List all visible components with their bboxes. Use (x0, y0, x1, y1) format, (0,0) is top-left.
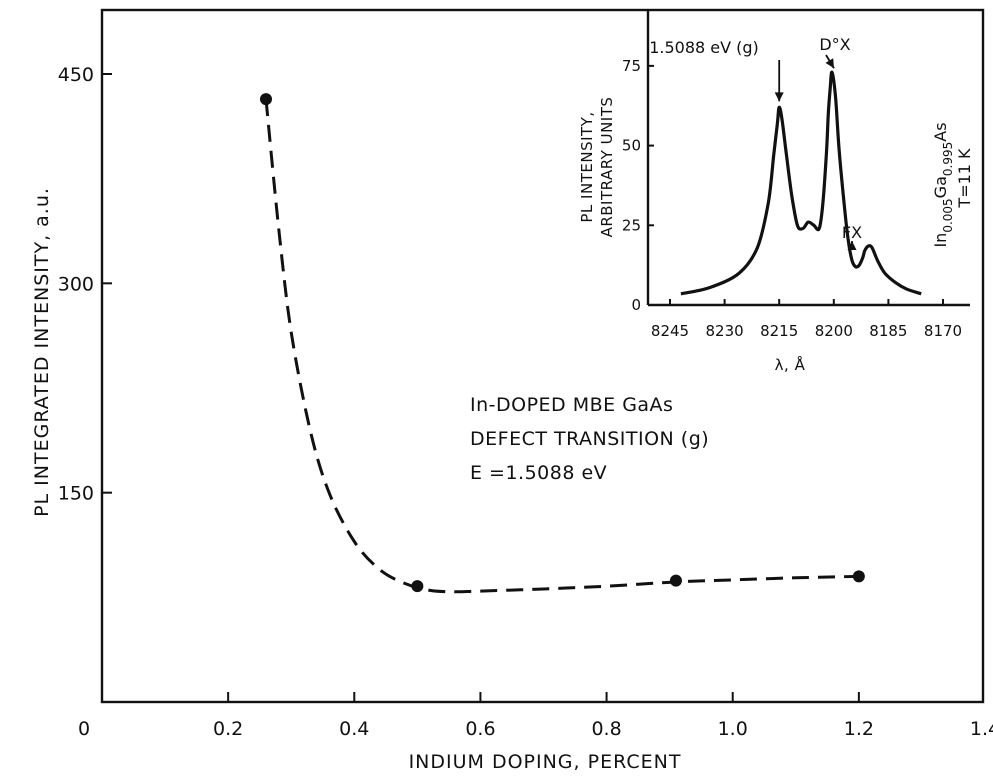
inset-y-tick-label: 50 (622, 137, 641, 155)
main-y-tick-label: 450 (58, 64, 94, 86)
composition-ga-sub: 0.995 (941, 142, 955, 176)
main-axes (100, 8, 985, 704)
inset-x-tick-label: 8170 (924, 322, 962, 340)
inset-x-tick-label: 8230 (706, 322, 744, 340)
inset-ticks: 8245 8230 8215 8200 8185 8170 0 25 50 75 (622, 57, 962, 340)
inset-y-tick-label: 0 (631, 296, 641, 314)
inset-peak-annotations: 1.5088 eV (g) D°X FX (649, 35, 862, 251)
inset-x-tick-label: 8245 (651, 322, 689, 340)
composition-in: In (931, 233, 950, 248)
main-x-axis-label: INDIUM DOPING, PERCENT (409, 751, 682, 773)
composition-as: As (931, 122, 950, 141)
main-x-tick-label: 0.4 (339, 718, 369, 740)
peak-label-dox: D°X (819, 35, 850, 54)
inset-y-tick-label: 25 (622, 216, 641, 234)
inset-y-tick-label: 75 (622, 57, 641, 75)
peak-label-fx: FX (842, 223, 862, 242)
main-chart: 0 0.2 0.4 0.6 0.8 1.0 1.2 1.4 150 300 450 INDIUM D… (31, 8, 993, 773)
main-plot-frame (100, 8, 985, 704)
annotation-sample: In-DOPED MBE GaAs (470, 394, 673, 416)
main-y-tick-label: 300 (58, 273, 94, 295)
inset-composition-label: In0.005Ga0.995As (931, 122, 955, 247)
main-y-tick-label: 150 (58, 483, 94, 505)
inset-y-axis-label-line2: ARBITRARY UNITS (598, 97, 616, 238)
main-x-tick-label: 0 (78, 718, 90, 740)
peak-arrow-dox-head (825, 58, 834, 69)
main-ticks: 0 0.2 0.4 0.6 0.8 1.0 1.2 1.4 150 300 450 (58, 64, 993, 740)
inset-chart: 8245 8230 8215 8200 8185 8170 0 25 50 75 1.5088 e… (578, 10, 974, 374)
main-x-tick-label: 1.4 (970, 718, 993, 740)
composition-ga: Ga (931, 176, 950, 198)
main-x-tick-label: 0.8 (591, 718, 621, 740)
main-x-tick-label: 0.6 (465, 718, 495, 740)
inset-x-tick-label: 8185 (869, 322, 907, 340)
main-data-point (259, 93, 272, 106)
main-data-point (411, 580, 424, 593)
main-dashed-curve (264, 98, 859, 594)
inset-x-tick-label: 8215 (760, 322, 798, 340)
peak-arrow-fx-head (847, 241, 857, 251)
inset-temperature-label: T=11 K (955, 148, 974, 209)
peak-label-g: 1.5088 eV (g) (649, 38, 759, 57)
inset-x-tick-label: 8200 (815, 322, 853, 340)
main-x-tick-label: 1.0 (718, 718, 748, 740)
main-x-tick-label: 0.2 (213, 718, 243, 740)
peak-arrow-g-head (774, 92, 784, 102)
main-data-point (852, 570, 865, 583)
main-y-axis-label: PL INTEGRATED INTENSITY, a.u. (31, 187, 53, 517)
annotation-transition: DEFECT TRANSITION (g) (470, 428, 709, 450)
composition-in-sub: 0.005 (941, 198, 955, 232)
inset-x-axis-label: λ, Å (775, 355, 806, 374)
main-data-points (259, 93, 865, 593)
annotation-energy: E =1.5088 eV (470, 462, 607, 484)
main-x-tick-label: 1.2 (844, 718, 874, 740)
inset-axes (646, 10, 970, 307)
main-data-point (669, 574, 682, 587)
inset-spectrum-line (680, 70, 922, 296)
inset-y-axis-label-line1: PL INTENSITY, (578, 111, 596, 222)
